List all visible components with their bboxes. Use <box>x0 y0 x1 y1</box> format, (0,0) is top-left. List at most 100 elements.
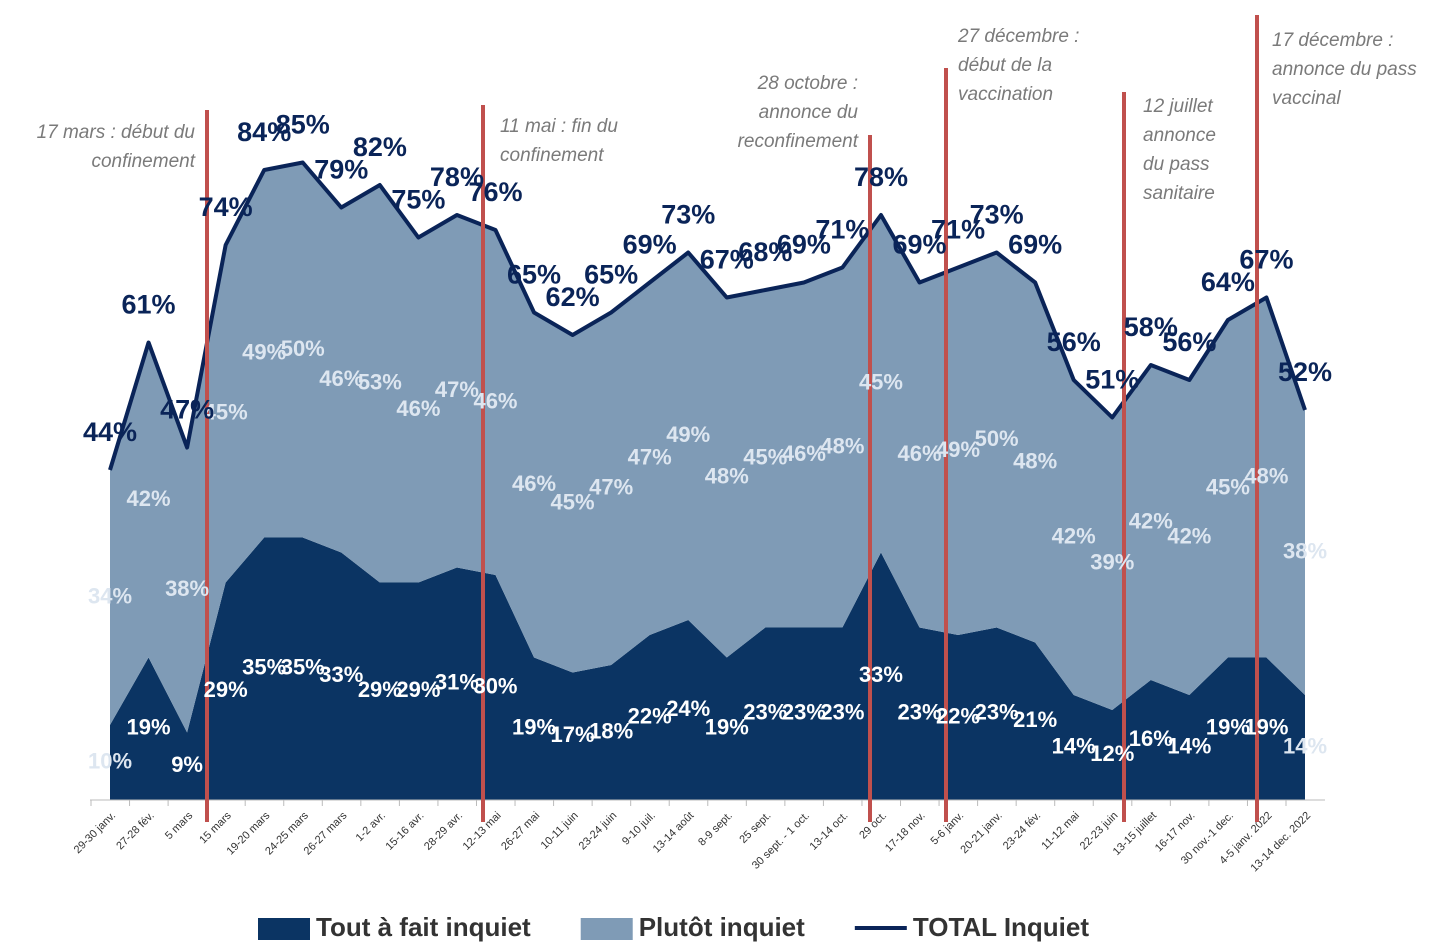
x-tick-label: 10-11 juin <box>539 810 581 852</box>
x-tick-label: 1-2 avr. <box>354 810 388 844</box>
data-label: 18% <box>589 718 633 743</box>
data-label: 30% <box>473 673 517 698</box>
data-label: 29% <box>204 677 248 702</box>
data-label: 24% <box>666 696 710 721</box>
data-label: 31% <box>435 670 479 695</box>
annotation: vaccinal <box>1272 88 1341 109</box>
data-label: 61% <box>122 290 176 320</box>
data-label: 68% <box>738 237 792 267</box>
data-label: 52% <box>1278 357 1332 387</box>
x-tick-label: 13-14 oct. <box>808 810 851 853</box>
data-label: 48% <box>705 463 749 488</box>
data-label: 29% <box>396 677 440 702</box>
data-label: 9% <box>171 752 203 777</box>
data-label: 42% <box>1167 523 1211 548</box>
annotation: reconfinement <box>738 131 859 152</box>
data-label: 45% <box>859 370 903 395</box>
data-label: 50% <box>975 426 1019 451</box>
data-label: 46% <box>782 441 826 466</box>
data-label: 74% <box>199 192 253 222</box>
data-label: 85% <box>276 110 330 140</box>
data-label: 45% <box>551 490 595 515</box>
data-label: 23% <box>782 700 826 725</box>
area <box>110 537 1305 800</box>
data-label: 22% <box>936 703 980 728</box>
data-label: 46% <box>897 441 941 466</box>
x-tick-label: 26-27 mai <box>499 810 542 853</box>
data-label: 23% <box>975 700 1019 725</box>
data-label: 71% <box>815 215 869 245</box>
x-tick-label: 11-12 mai <box>1039 810 1082 853</box>
data-label: 42% <box>1052 523 1096 548</box>
data-label: 47% <box>435 377 479 402</box>
data-label: 53% <box>358 370 402 395</box>
data-label: 79% <box>314 155 368 185</box>
data-label: 49% <box>936 437 980 462</box>
data-label: 58% <box>1124 312 1178 342</box>
x-tick-label: 27-28 fév. <box>114 810 157 853</box>
data-label: 46% <box>396 396 440 421</box>
data-label: 76% <box>468 177 522 207</box>
data-label: 56% <box>1162 327 1216 357</box>
total-line <box>108 160 1307 471</box>
annotation: 28 octobre : <box>757 73 858 94</box>
data-label: 49% <box>666 422 710 447</box>
annotation: annonce du <box>759 102 859 123</box>
data-label: 21% <box>1013 707 1057 732</box>
area <box>110 162 1305 733</box>
data-label: 42% <box>1129 508 1173 533</box>
data-label: 45% <box>204 400 248 425</box>
data-label: 38% <box>1283 538 1327 563</box>
data-label: 19% <box>1244 715 1288 740</box>
data-label: 49% <box>242 340 286 365</box>
x-tick-label: 23-24 fév. <box>1001 810 1044 853</box>
annotation: 11 mai : fin du <box>500 116 618 137</box>
x-tick-label: 15-16 avr. <box>383 810 426 853</box>
data-label: 51% <box>1085 365 1139 395</box>
annotation: 17 décembre : <box>1272 30 1393 51</box>
data-label: 46% <box>319 366 363 391</box>
data-label: 19% <box>127 715 171 740</box>
x-tick-label: 13-14 août <box>651 810 697 856</box>
data-label: 69% <box>623 230 677 260</box>
legend-label: TOTAL Inquiet <box>913 912 1090 942</box>
data-label: 23% <box>897 700 941 725</box>
data-label: 44% <box>83 417 137 447</box>
data-label: 17% <box>551 722 595 747</box>
data-label: 78% <box>430 162 484 192</box>
data-label: 19% <box>705 715 749 740</box>
data-label: 75% <box>391 185 445 215</box>
data-label: 82% <box>353 132 407 162</box>
data-label: 65% <box>584 260 638 290</box>
data-label: 67% <box>1239 245 1293 275</box>
data-label: 73% <box>970 200 1024 230</box>
data-label: 10% <box>88 748 132 773</box>
data-label: 50% <box>281 336 325 361</box>
data-label: 62% <box>546 282 600 312</box>
x-tick-label: 9-10 juil. <box>620 810 658 848</box>
x-tick-label: 29-30 janv. <box>72 810 118 856</box>
annotation: 27 décembre : <box>957 26 1079 47</box>
annotation: vaccination <box>958 84 1053 105</box>
data-label: 22% <box>628 703 672 728</box>
data-label: 23% <box>743 700 787 725</box>
legend-swatch <box>258 918 310 940</box>
x-tick-label: 28-29 avr. <box>422 810 465 853</box>
data-label: 78% <box>854 162 908 192</box>
annotation: annonce <box>1143 125 1216 146</box>
x-tick-label: 23-24 juin <box>577 810 620 853</box>
data-label: 84% <box>237 117 291 147</box>
annotation: sanitaire <box>1143 183 1215 204</box>
x-tick-label: 5 mars <box>163 809 196 842</box>
data-label: 47% <box>628 445 672 470</box>
data-label: 64% <box>1201 267 1255 297</box>
data-label: 48% <box>1244 463 1288 488</box>
data-label: 39% <box>1090 550 1134 575</box>
annotation: 12 juillet <box>1143 96 1213 117</box>
data-label: 56% <box>1047 327 1101 357</box>
data-label: 71% <box>931 215 985 245</box>
x-tick-label: 17-18 nov. <box>883 810 928 855</box>
legend-label: Plutôt inquiet <box>639 912 805 942</box>
data-label: 47% <box>589 475 633 500</box>
